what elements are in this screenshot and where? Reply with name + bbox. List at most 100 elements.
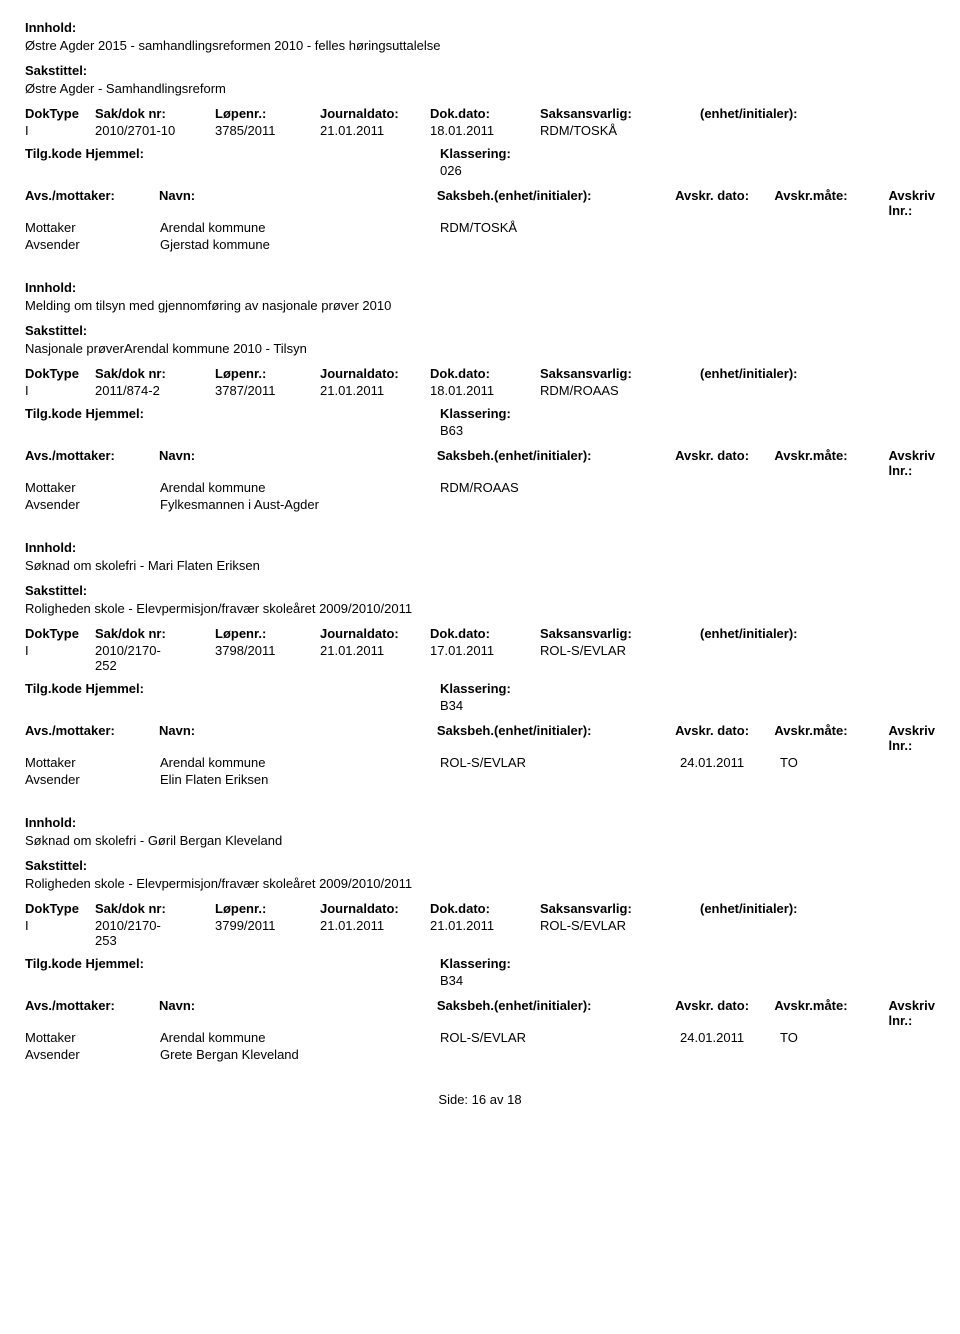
party-avskr-dato: 24.01.2011	[680, 755, 780, 770]
avs-header: Avs./mottaker:Navn:Saksbeh.(enhet/initia…	[25, 448, 935, 478]
avsmottaker-header: Avs./mottaker:	[25, 448, 159, 478]
doktype-value: I	[25, 383, 95, 398]
sakdok-header: Sak/dok nr:	[95, 901, 215, 916]
columns-data: I2010/2170-2523798/201121.01.201117.01.2…	[25, 643, 935, 673]
party-navn: Arendal kommune	[160, 480, 440, 495]
avskriv-lnr-header: Avskriv lnr.:	[888, 448, 935, 478]
lopenr-header: Løpenr.:	[215, 901, 320, 916]
doktype-header: DokType	[25, 106, 95, 121]
columns-header: DokTypeSak/dok nr:Løpenr.:Journaldato:Do…	[25, 626, 935, 641]
journaldato-value: 21.01.2011	[320, 918, 430, 948]
saksansvarlig-value: ROL-S/EVLAR	[540, 918, 700, 948]
party-role: Mottaker	[25, 1030, 160, 1045]
klassering-value: B34	[440, 973, 935, 988]
saksbeh-header: Saksbeh.(enhet/initialer):	[437, 998, 675, 1028]
navn-header: Navn:	[159, 448, 437, 478]
tilgkode-label: Tilg.kode	[25, 956, 85, 971]
tilg-left: Tilg.kode Hjemmel:	[25, 956, 440, 988]
party-row: MottakerArendal kommuneRDM/ROAAS	[25, 480, 935, 495]
avsmottaker-header: Avs./mottaker:	[25, 188, 159, 218]
party-navn: Arendal kommune	[160, 1030, 440, 1045]
tilg-row: Tilg.kode Hjemmel:Klassering:B63	[25, 406, 935, 438]
party-saksbeh: RDM/TOSKÅ	[440, 220, 680, 235]
journaldato-value: 21.01.2011	[320, 383, 430, 398]
side-label: Side:	[438, 1092, 468, 1107]
party-row: MottakerArendal kommuneROL-S/EVLAR24.01.…	[25, 1030, 935, 1045]
party-role: Avsender	[25, 1047, 160, 1062]
innhold-label: Innhold:	[25, 540, 935, 555]
party-row: MottakerArendal kommuneRDM/TOSKÅ	[25, 220, 935, 235]
party-role: Avsender	[25, 237, 160, 252]
sakstittel-label: Sakstittel:	[25, 63, 935, 78]
avs-header: Avs./mottaker:Navn:Saksbeh.(enhet/initia…	[25, 998, 935, 1028]
dokdato-value: 17.01.2011	[430, 643, 540, 673]
klassering-value: 026	[440, 163, 935, 178]
saksansvarlig-value: RDM/ROAAS	[540, 383, 700, 398]
avskriv-lnr-header: Avskriv lnr.:	[888, 998, 935, 1028]
journaldato-header: Journaldato:	[320, 106, 430, 121]
enhet-value	[700, 383, 935, 398]
sakdok-header: Sak/dok nr:	[95, 106, 215, 121]
party-role: Mottaker	[25, 755, 160, 770]
klassering-label: Klassering:	[440, 681, 935, 696]
doktype-value: I	[25, 643, 95, 673]
saksbeh-header: Saksbeh.(enhet/initialer):	[437, 723, 675, 753]
sakstittel-value: Nasjonale prøverArendal kommune 2010 - T…	[25, 341, 935, 356]
columns-data: I2010/2701-103785/201121.01.201118.01.20…	[25, 123, 935, 138]
party-avskriv-lnr	[895, 1047, 935, 1062]
party-navn: Grete Bergan Kleveland	[160, 1047, 440, 1062]
party-role: Avsender	[25, 497, 160, 512]
lopenr-value: 3799/2011	[215, 918, 320, 948]
hjemmel-label: Hjemmel:	[85, 681, 144, 696]
enhet-value	[700, 918, 935, 948]
party-row: AvsenderGjerstad kommune	[25, 237, 935, 252]
party-avskr-mate	[780, 497, 895, 512]
party-row: AvsenderElin Flaten Eriksen	[25, 772, 935, 787]
columns-data: I2011/874-23787/201121.01.201118.01.2011…	[25, 383, 935, 398]
journal-record: Innhold:Søknad om skolefri - Gøril Berga…	[25, 815, 935, 1062]
party-saksbeh: RDM/ROAAS	[440, 480, 680, 495]
klassering-label: Klassering:	[440, 146, 935, 161]
innhold-value: Østre Agder 2015 - samhandlingsreformen …	[25, 38, 935, 53]
klassering-value: B63	[440, 423, 935, 438]
navn-header: Navn:	[159, 998, 437, 1028]
tilgkode-label: Tilg.kode	[25, 681, 85, 696]
columns-header: DokTypeSak/dok nr:Løpenr.:Journaldato:Do…	[25, 901, 935, 916]
party-saksbeh	[440, 772, 680, 787]
party-avskr-mate: TO	[780, 755, 895, 770]
party-avskriv-lnr	[895, 237, 935, 252]
saksansvarlig-header: Saksansvarlig:	[540, 901, 700, 916]
lopenr-value: 3798/2011	[215, 643, 320, 673]
doktype-header: DokType	[25, 366, 95, 381]
innhold-value: Melding om tilsyn med gjennomføring av n…	[25, 298, 935, 313]
party-avskriv-lnr	[895, 480, 935, 495]
party-role: Mottaker	[25, 480, 160, 495]
avskr-mate-header: Avskr.måte:	[774, 448, 888, 478]
saksbeh-header: Saksbeh.(enhet/initialer):	[437, 188, 675, 218]
party-avskr-dato	[680, 237, 780, 252]
party-avskr-dato	[680, 480, 780, 495]
party-avskr-mate	[780, 772, 895, 787]
party-avskriv-lnr	[895, 772, 935, 787]
enhet-header: (enhet/initialer):	[700, 106, 935, 121]
doktype-header: DokType	[25, 626, 95, 641]
journaldato-value: 21.01.2011	[320, 123, 430, 138]
page-total: 18	[507, 1092, 521, 1107]
sakstittel-label: Sakstittel:	[25, 583, 935, 598]
party-navn: Arendal kommune	[160, 220, 440, 235]
tilgkode-label: Tilg.kode	[25, 146, 85, 161]
sakdok-value: 2011/874-2	[95, 383, 215, 398]
party-role: Mottaker	[25, 220, 160, 235]
columns-data: I2010/2170-2533799/201121.01.201121.01.2…	[25, 918, 935, 948]
lopenr-header: Løpenr.:	[215, 626, 320, 641]
page-av: av	[490, 1092, 504, 1107]
dokdato-value: 21.01.2011	[430, 918, 540, 948]
tilg-right: Klassering:B34	[440, 681, 935, 713]
journaldato-value: 21.01.2011	[320, 643, 430, 673]
avsmottaker-header: Avs./mottaker:	[25, 723, 159, 753]
avskr-dato-header: Avskr. dato:	[675, 188, 774, 218]
dokdato-header: Dok.dato:	[430, 106, 540, 121]
doktype-value: I	[25, 123, 95, 138]
sakstittel-label: Sakstittel:	[25, 858, 935, 873]
navn-header: Navn:	[159, 188, 437, 218]
